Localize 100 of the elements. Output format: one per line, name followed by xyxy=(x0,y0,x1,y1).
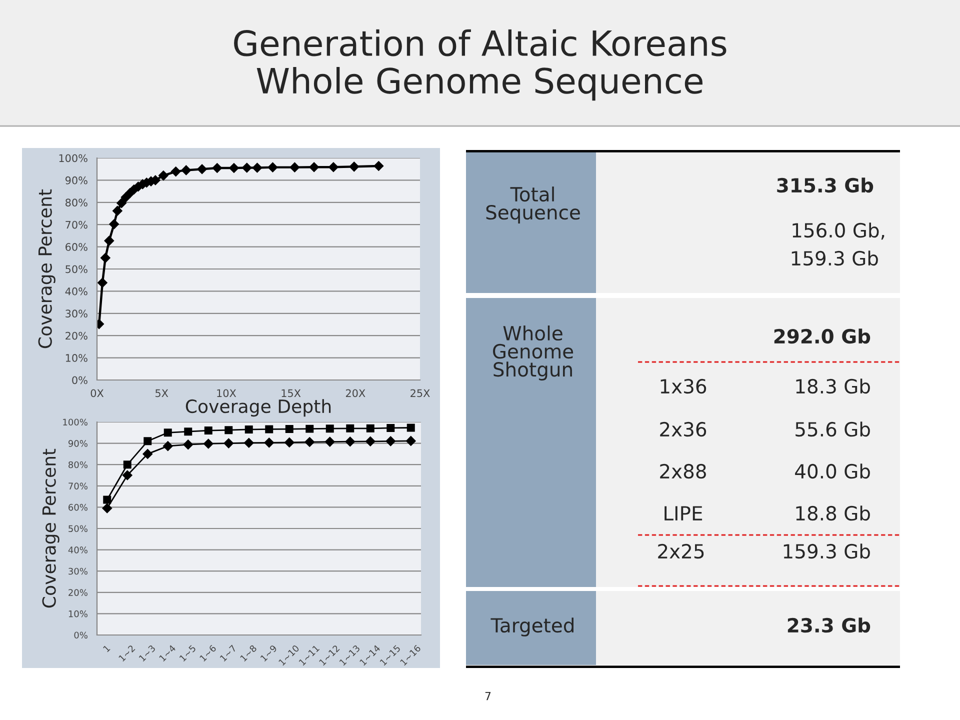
point xyxy=(184,428,192,436)
point xyxy=(268,162,278,172)
text: LIPE xyxy=(664,506,702,520)
point xyxy=(284,438,294,448)
point xyxy=(242,162,252,173)
y-tick-label: 90% xyxy=(65,176,88,184)
point xyxy=(197,164,207,174)
y-tick-label: 50% xyxy=(68,525,88,532)
point xyxy=(170,166,181,176)
point xyxy=(142,449,153,459)
y-tick-label: 40% xyxy=(65,287,88,296)
text: 1x36 xyxy=(660,378,706,394)
point xyxy=(203,438,214,449)
category-label: Total Sequence xyxy=(486,186,580,224)
point xyxy=(309,162,319,172)
y-tick-label: 30% xyxy=(68,568,88,575)
text: 23.3 Gb xyxy=(788,618,870,633)
point xyxy=(304,437,315,447)
point xyxy=(346,424,354,432)
text: 7 xyxy=(485,692,491,700)
point xyxy=(326,424,334,433)
point xyxy=(265,425,274,434)
x-tick-label: 1 xyxy=(102,644,110,652)
point xyxy=(109,219,119,230)
x-tick-label: 10X xyxy=(217,389,236,398)
point xyxy=(212,163,222,173)
y-tick-label: 40% xyxy=(68,546,88,554)
text: 159.3 Gb xyxy=(784,544,870,559)
y-tick-label: 0% xyxy=(74,632,88,639)
y-tick-label: 80% xyxy=(68,461,88,468)
point xyxy=(97,278,108,288)
x-tick-label: 5X xyxy=(156,389,168,398)
point xyxy=(374,161,384,171)
x-axis-title: Coverage Depth xyxy=(186,399,331,417)
point xyxy=(328,162,338,172)
point xyxy=(285,425,294,434)
point xyxy=(204,426,212,435)
point xyxy=(224,426,233,434)
x-tick-label: 15X xyxy=(282,389,301,398)
point xyxy=(162,441,173,452)
point xyxy=(244,438,254,448)
y-axis-title: Coverage Percent xyxy=(42,448,60,608)
x-tick-label: 0X xyxy=(90,389,104,398)
point xyxy=(244,425,253,434)
x-tick-label: 20X xyxy=(346,389,366,398)
text: 18.3 Gb xyxy=(796,378,870,394)
point xyxy=(181,165,192,176)
point xyxy=(366,424,374,432)
text: 18.8 Gb xyxy=(796,506,870,521)
y-tick-label: 20% xyxy=(68,589,88,596)
point xyxy=(349,162,360,172)
point xyxy=(345,436,356,447)
y-tick-label: 60% xyxy=(68,504,88,511)
point xyxy=(183,440,194,450)
point xyxy=(104,236,114,246)
category-label: Whole Genome Shotgun xyxy=(493,326,574,380)
y-axis-title: Coverage Percent xyxy=(38,189,56,348)
y-tick-label: 10% xyxy=(68,610,88,618)
y-tick-label: 0% xyxy=(72,376,88,384)
point xyxy=(144,437,152,446)
y-tick-label: 50% xyxy=(66,265,88,274)
point xyxy=(406,436,416,446)
text: 2x88 xyxy=(660,464,706,479)
point xyxy=(229,163,239,173)
y-tick-label: 90% xyxy=(68,440,88,447)
point xyxy=(103,496,112,504)
point xyxy=(164,428,172,437)
y-tick-label: 70% xyxy=(66,220,88,229)
text: 292.0 Gb xyxy=(774,328,870,344)
point xyxy=(122,470,132,480)
point xyxy=(158,170,168,180)
point xyxy=(264,438,274,448)
y-tick-label: 100% xyxy=(59,154,88,162)
text: 156.0 Gb, xyxy=(792,222,884,240)
point xyxy=(224,438,234,448)
point xyxy=(252,162,262,173)
y-tick-label: 60% xyxy=(66,243,88,251)
point xyxy=(112,206,122,216)
text: 40.0 Gb xyxy=(795,464,870,479)
point xyxy=(306,424,314,433)
y-tick-label: 100% xyxy=(63,418,88,426)
y-tick-label: 80% xyxy=(66,198,88,207)
y-tick-label: 20% xyxy=(66,332,88,340)
chart-title: Generation of Altaic Koreans Whole Genome Sequence xyxy=(234,29,726,101)
point xyxy=(406,424,415,432)
text: 2x36 xyxy=(660,422,706,437)
point xyxy=(123,460,132,469)
point xyxy=(324,436,335,447)
point xyxy=(100,252,110,263)
y-tick-label: 10% xyxy=(66,354,88,362)
point xyxy=(116,198,126,208)
category-label: Targeted xyxy=(490,618,574,636)
y-tick-label: 70% xyxy=(68,482,88,490)
text: 315.3 Gb xyxy=(777,178,874,193)
point xyxy=(386,424,395,432)
point xyxy=(386,436,396,446)
x-tick-label: 25X xyxy=(410,389,430,398)
text: 55.6 Gb xyxy=(796,422,870,437)
point xyxy=(290,162,300,172)
point xyxy=(365,436,376,446)
